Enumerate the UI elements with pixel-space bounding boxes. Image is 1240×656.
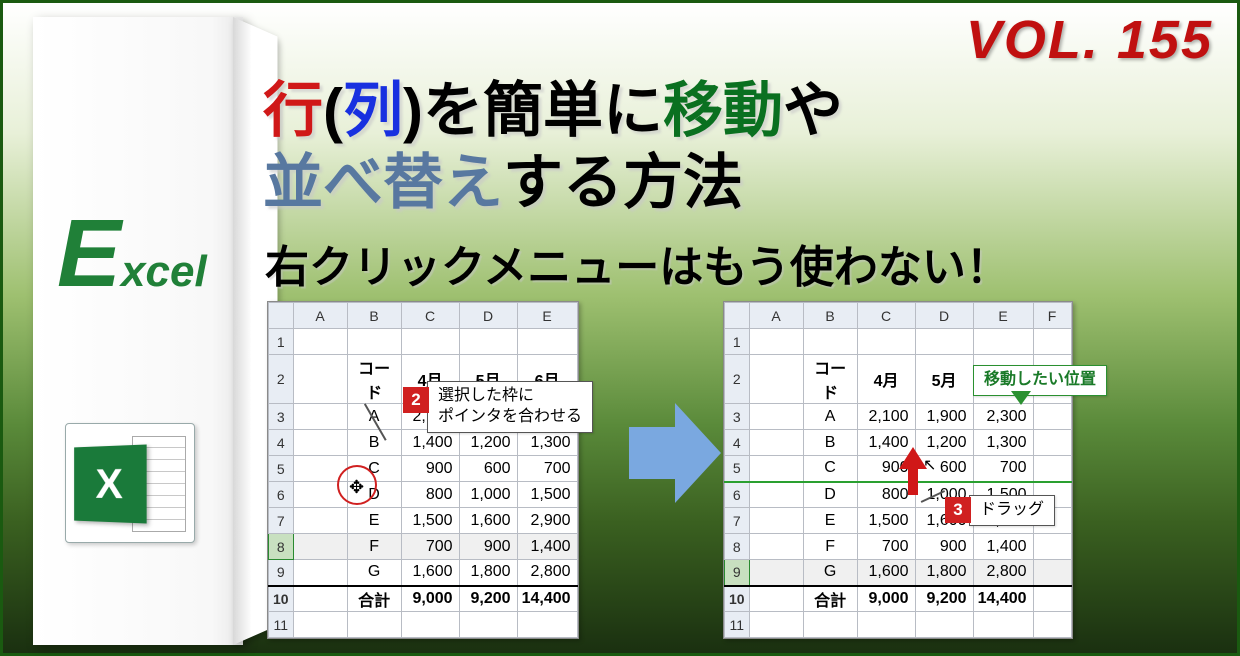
excel-icon-book: X <box>74 444 146 523</box>
column-header: B <box>803 303 857 329</box>
balloon-step2: 選択した枠に ポインタを合わせる <box>427 381 593 433</box>
column-header: B <box>347 303 401 329</box>
title-method: する方法 <box>503 149 743 216</box>
column-header: C <box>401 303 459 329</box>
column-header: A <box>749 303 803 329</box>
mouse-cursor-icon: ↖ <box>923 455 936 475</box>
column-header: D <box>459 303 517 329</box>
excel-wordmark: Excel <box>57 199 207 309</box>
spreadsheet-left: ABCDE12コード4月5月6月3A2,1001,9002,3004B1,400… <box>267 301 579 639</box>
volume-label: VOL. 155 <box>966 9 1213 71</box>
balloon2-line2: ポインタを合わせる <box>438 408 582 425</box>
title-sort: 並べ替え <box>263 149 503 216</box>
column-header: D <box>915 303 973 329</box>
grid-left: ABCDE12コード4月5月6月3A2,1001,9002,3004B1,400… <box>268 302 578 638</box>
title-row: 行 <box>263 77 323 144</box>
column-header: F <box>1033 303 1071 329</box>
step-badge-3: 3 <box>945 497 971 523</box>
column-header: A <box>293 303 347 329</box>
step-badge-2: 2 <box>403 387 429 413</box>
door-panel <box>33 17 243 645</box>
title-move: 移動 <box>663 77 783 144</box>
main-title: 行(列)を簡単に移動や 並べ替えする方法 <box>263 75 1223 219</box>
excel-icon-letter: X <box>95 460 122 509</box>
column-header: E <box>517 303 577 329</box>
balloon2-line1: 選択した枠に <box>438 387 534 404</box>
green-pointer-icon <box>1011 391 1031 405</box>
move-cursor-icon: ✥ <box>349 477 364 498</box>
subtitle: 右クリックメニューはもう使わない！ <box>265 231 1010 295</box>
grid-right: ABCDEF12コード4月5月6月3A2,1001,9002,3004B1,40… <box>724 302 1072 638</box>
spreadsheet-right: ABCDEF12コード4月5月6月3A2,1001,9002,3004B1,40… <box>723 301 1073 639</box>
column-header: E <box>973 303 1033 329</box>
excel-icon: X <box>65 423 195 543</box>
title-open: ( <box>323 77 343 144</box>
balloon-target-position: 移動したい位置 <box>973 365 1107 396</box>
excel-E: E <box>57 200 121 307</box>
balloon-step3: ドラッグ <box>969 495 1055 526</box>
title-col: 列 <box>343 77 403 144</box>
title-and: や <box>783 77 843 144</box>
column-header: C <box>857 303 915 329</box>
title-close: ) <box>403 77 423 144</box>
title-easy: を簡単に <box>423 77 663 144</box>
thumbnail-canvas: VOL. 155 行(列)を簡単に移動や 並べ替えする方法 右クリックメニューは… <box>0 0 1240 656</box>
excel-xcel: xcel <box>121 247 207 296</box>
